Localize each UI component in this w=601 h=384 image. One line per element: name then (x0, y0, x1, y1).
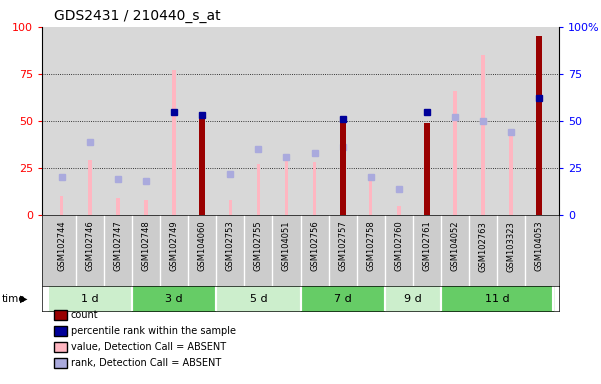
Text: 3 d: 3 d (165, 293, 183, 304)
Bar (340, 117, 346, 215)
Bar (228, 200, 232, 215)
Text: GSM102749: GSM102749 (169, 221, 178, 271)
Text: percentile rank within the sample: percentile rank within the sample (71, 326, 236, 336)
Bar (453, 91, 457, 215)
Text: GSM102753: GSM102753 (226, 221, 235, 271)
Bar (424, 123, 430, 215)
Bar (257, 164, 260, 215)
Bar (536, 36, 542, 215)
Text: 1 d: 1 d (81, 293, 99, 304)
Bar (172, 70, 175, 215)
Bar (88, 161, 91, 215)
Text: GSM102747: GSM102747 (114, 221, 123, 271)
Text: GSM102760: GSM102760 (394, 221, 403, 271)
Text: value, Detection Call = ABSENT: value, Detection Call = ABSENT (71, 342, 226, 352)
Text: GSM102746: GSM102746 (85, 221, 94, 271)
Text: GSM103323: GSM103323 (507, 221, 516, 271)
Text: GDS2431 / 210440_s_at: GDS2431 / 210440_s_at (54, 9, 221, 23)
Text: 5 d: 5 d (249, 293, 267, 304)
Bar (199, 119, 206, 215)
Text: GSM102763: GSM102763 (478, 221, 487, 271)
Text: GSM104053: GSM104053 (535, 221, 544, 271)
Text: 9 d: 9 d (404, 293, 422, 304)
Text: GSM102755: GSM102755 (254, 221, 263, 271)
Text: GSM102758: GSM102758 (366, 221, 375, 271)
Text: GSM104051: GSM104051 (282, 221, 291, 271)
Bar (60, 196, 64, 215)
Text: GSM102761: GSM102761 (423, 221, 432, 271)
Text: 11 d: 11 d (485, 293, 510, 304)
Bar (369, 174, 373, 215)
Text: GSM104052: GSM104052 (451, 221, 460, 271)
Text: GSM102748: GSM102748 (141, 221, 150, 271)
Text: GSM104060: GSM104060 (198, 221, 207, 271)
Text: time: time (1, 293, 25, 304)
Bar (313, 162, 316, 215)
Bar (285, 159, 288, 215)
Bar (116, 198, 120, 215)
Text: ▶: ▶ (20, 293, 27, 304)
Text: count: count (71, 310, 99, 320)
Bar (481, 55, 485, 215)
Text: GSM102756: GSM102756 (310, 221, 319, 271)
Bar (397, 206, 400, 215)
Text: GSM102744: GSM102744 (57, 221, 66, 271)
Text: rank, Detection Call = ABSENT: rank, Detection Call = ABSENT (71, 358, 221, 368)
Text: GSM102757: GSM102757 (338, 221, 347, 271)
Text: 7 d: 7 d (334, 293, 352, 304)
Bar (144, 200, 148, 215)
Bar (510, 131, 513, 215)
